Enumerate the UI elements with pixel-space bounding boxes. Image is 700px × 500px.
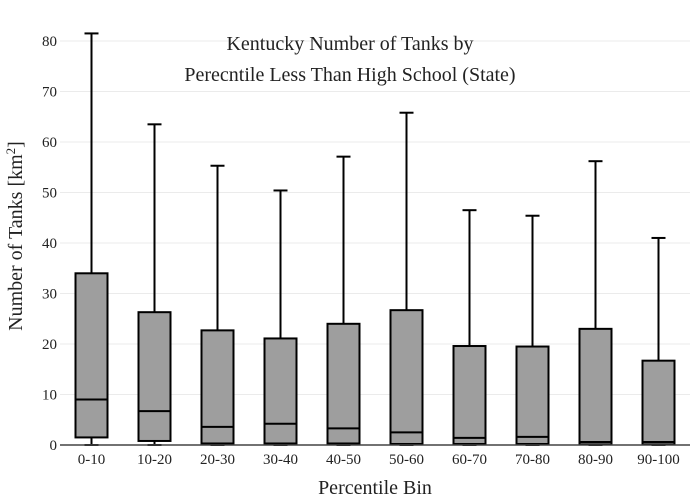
box-60-70 bbox=[452, 209, 487, 446]
box-20-30 bbox=[200, 164, 235, 446]
x-tick-label-0-10: 0-10 bbox=[78, 452, 106, 468]
y-tick-label-60: 60 bbox=[42, 135, 57, 151]
iqr-box-60-70 bbox=[452, 345, 487, 445]
x-tick-label-60-70: 60-70 bbox=[452, 452, 487, 468]
iqr-box-90-100 bbox=[641, 359, 676, 446]
x-tick-label-50-60: 50-60 bbox=[389, 452, 424, 468]
x-tick-label-90-100: 90-100 bbox=[637, 452, 680, 468]
iqr-box-50-60 bbox=[389, 309, 424, 445]
y-tick-label-80: 80 bbox=[42, 34, 57, 50]
x-tick-label-70-80: 70-80 bbox=[515, 452, 550, 468]
box-0-10 bbox=[74, 32, 109, 446]
y-tick-label-40: 40 bbox=[42, 236, 57, 252]
y-axis-title-end: ] bbox=[5, 141, 27, 148]
iqr-box-30-40 bbox=[263, 337, 298, 445]
y-tick-label-50: 50 bbox=[42, 186, 57, 202]
box-30-40 bbox=[263, 189, 298, 446]
x-tick-label-20-30: 20-30 bbox=[200, 452, 235, 468]
x-tick-label-80-90: 80-90 bbox=[578, 452, 613, 468]
y-axis-ticks: 0 10 20 30 40 50 60 70 80 bbox=[42, 34, 57, 454]
box-40-50 bbox=[326, 155, 361, 446]
y-axis-title-superscript: 2 bbox=[3, 148, 18, 155]
box-90-100 bbox=[641, 236, 676, 446]
box-70-80 bbox=[515, 214, 550, 446]
x-axis-ticks: 0-10 10-20 20-30 30-40 40-50 50-60 60-70 70-80 8… bbox=[78, 452, 680, 468]
box-80-90 bbox=[578, 160, 613, 446]
iqr-box-10-20 bbox=[137, 311, 172, 442]
y-tick-label-0: 0 bbox=[50, 438, 58, 454]
y-tick-label-70: 70 bbox=[42, 85, 57, 101]
box-50-60 bbox=[389, 111, 424, 446]
iqr-box-40-50 bbox=[326, 322, 361, 445]
chart-title-line-1: Kentucky Number of Tanks by bbox=[226, 33, 473, 55]
iqr-box-70-80 bbox=[515, 345, 550, 445]
y-tick-label-20: 20 bbox=[42, 337, 57, 353]
y-tick-label-10: 10 bbox=[42, 388, 57, 404]
y-axis-title: Number of Tanks [km2] bbox=[3, 141, 27, 331]
iqr-box-0-10 bbox=[74, 272, 109, 439]
chart-title-line-2: Perecntile Less Than High School (State) bbox=[184, 64, 515, 86]
x-axis-title: Percentile Bin bbox=[318, 477, 432, 499]
x-tick-label-10-20: 10-20 bbox=[137, 452, 172, 468]
iqr-box-80-90 bbox=[578, 327, 613, 446]
iqr-box-20-30 bbox=[200, 329, 235, 445]
box-series bbox=[74, 32, 676, 446]
x-tick-label-40-50: 40-50 bbox=[326, 452, 361, 468]
x-tick-label-30-40: 30-40 bbox=[263, 452, 298, 468]
box-10-20 bbox=[137, 123, 172, 446]
y-axis-title-main: Number of Tanks [km bbox=[5, 154, 27, 331]
y-tick-label-30: 30 bbox=[42, 287, 57, 303]
